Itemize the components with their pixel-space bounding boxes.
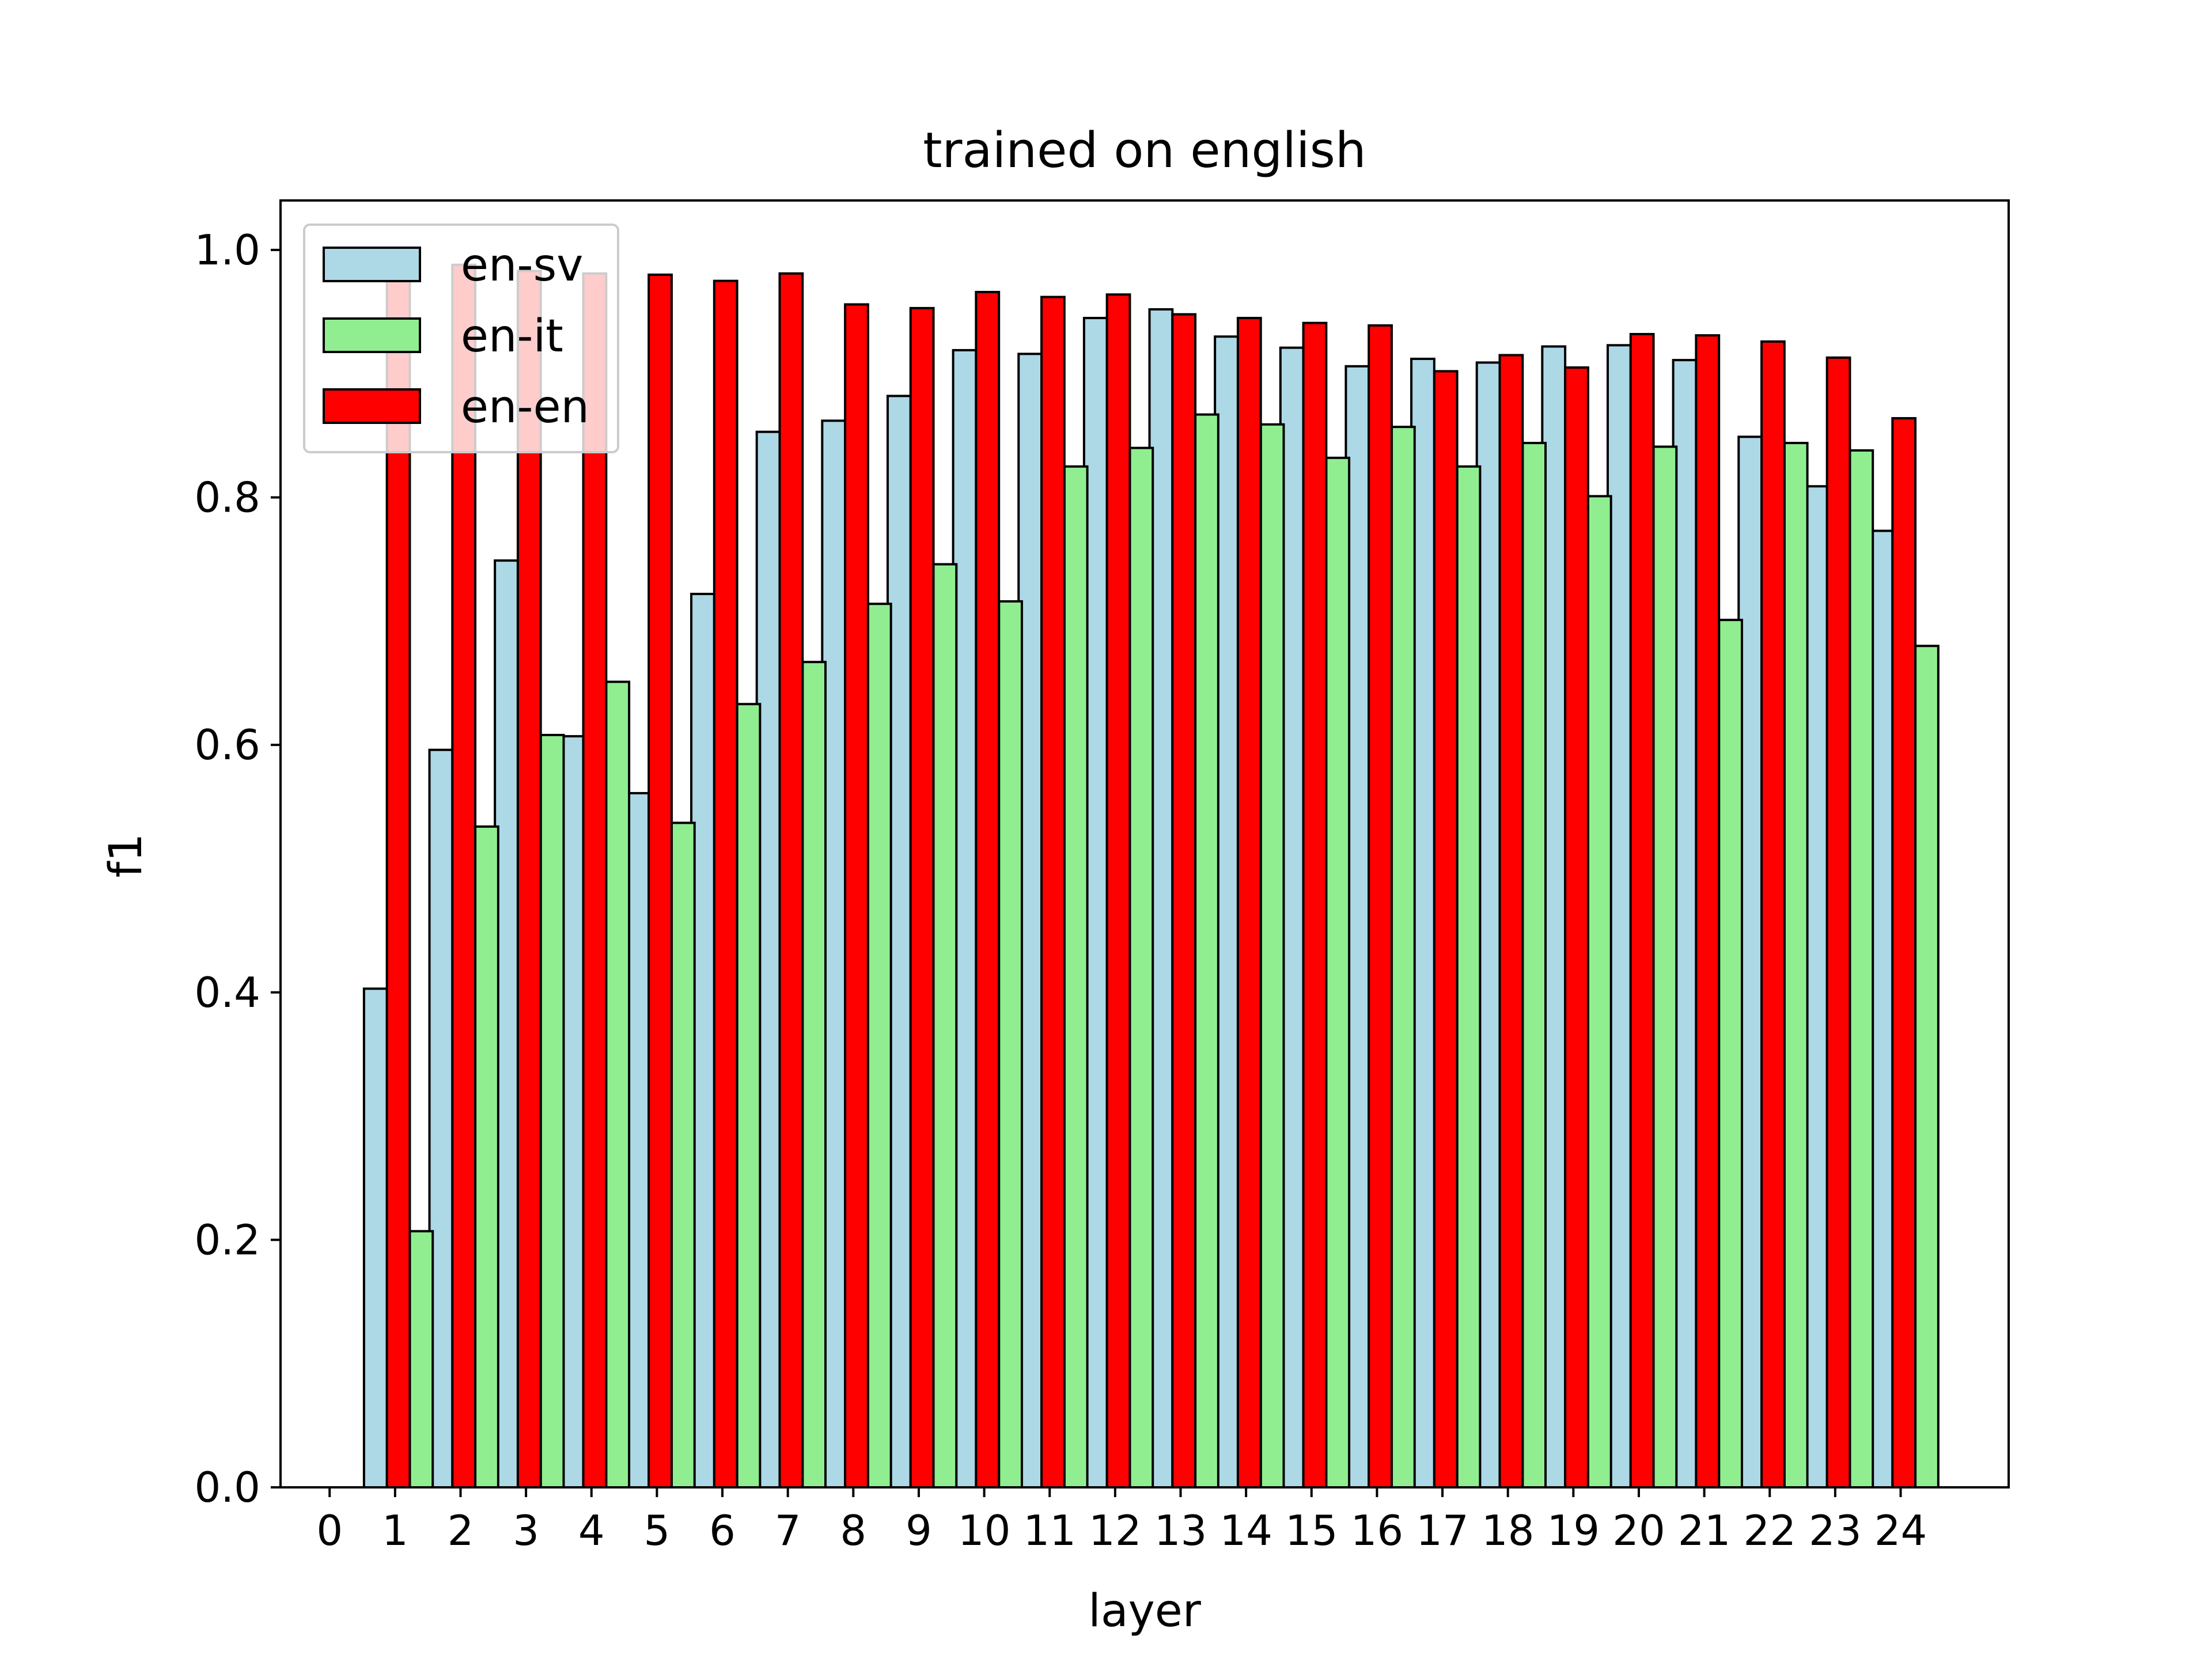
legend-label-en-sv: en-sv xyxy=(461,240,583,291)
x-tick-label: 4 xyxy=(578,1506,605,1555)
bar-en-en-13 xyxy=(1236,317,1262,1489)
bar-en-en-11 xyxy=(1105,293,1131,1488)
bar-en-en-1 xyxy=(451,263,477,1489)
x-tick-label: 8 xyxy=(840,1506,866,1555)
x-tick-label: 18 xyxy=(1482,1506,1535,1555)
bar-en-it-4 xyxy=(670,821,696,1488)
bar-en-en-16 xyxy=(1433,370,1459,1489)
x-tick-label: 7 xyxy=(775,1506,801,1555)
x-tick-label: 12 xyxy=(1089,1506,1142,1555)
plot-frame xyxy=(279,199,2010,1488)
bar-en-en-8 xyxy=(909,306,935,1488)
y-tick-label: 0.4 xyxy=(194,968,260,1017)
bar-en-en-14 xyxy=(1302,321,1328,1488)
x-tick-label: 16 xyxy=(1351,1506,1404,1555)
y-tick-label: 0.2 xyxy=(194,1215,260,1264)
bar-en-it-19 xyxy=(1652,445,1678,1488)
legend-swatch-en-en xyxy=(323,388,421,424)
x-tick-label: 20 xyxy=(1612,1506,1665,1555)
bar-en-it-1 xyxy=(474,825,499,1488)
x-tick-label: 22 xyxy=(1743,1506,1796,1555)
bar-en-en-22 xyxy=(1825,356,1851,1488)
bar-en-it-20 xyxy=(1718,619,1743,1488)
x-tick-label: 17 xyxy=(1416,1506,1469,1555)
bar-en-it-22 xyxy=(1849,449,1874,1489)
legend-swatch-en-sv xyxy=(323,247,421,282)
bar-en-it-8 xyxy=(932,563,958,1488)
chart-title: trained on english xyxy=(923,122,1366,179)
bar-en-it-3 xyxy=(605,680,631,1488)
legend-swatch-en-it xyxy=(323,317,421,353)
x-tick-label: 19 xyxy=(1547,1506,1600,1555)
y-axis-label: f1 xyxy=(100,833,152,877)
legend-label-en-en: en-en xyxy=(461,381,589,433)
bar-en-en-12 xyxy=(1171,313,1197,1488)
bar-en-it-0 xyxy=(408,1230,434,1489)
x-tick-label: 21 xyxy=(1678,1506,1731,1555)
series-en-en xyxy=(385,263,1917,1489)
y-tick-label: 0.8 xyxy=(194,474,260,522)
plot-area xyxy=(279,199,2010,1489)
bar-en-it-7 xyxy=(866,603,892,1488)
bar-en-en-3 xyxy=(582,272,608,1488)
bar-en-it-17 xyxy=(1521,442,1547,1488)
bars-layer xyxy=(362,263,1940,1489)
x-tick-label: 0 xyxy=(316,1506,343,1555)
y-axis: 0.0 0.2 0.4 0.6 0.8 1.0 xyxy=(194,226,281,1512)
bar-en-it-14 xyxy=(1325,456,1351,1488)
bar-en-en-21 xyxy=(1760,340,1786,1489)
x-tick-label: 14 xyxy=(1219,1506,1272,1555)
x-tick-label: 5 xyxy=(644,1506,671,1555)
bar-en-en-2 xyxy=(516,270,542,1488)
y-tick-label: 0.0 xyxy=(194,1463,260,1512)
x-tick-label: 6 xyxy=(709,1506,736,1555)
x-tick-label: 10 xyxy=(958,1506,1011,1555)
x-tick-label: 3 xyxy=(513,1506,539,1555)
bar-en-it-5 xyxy=(736,703,762,1488)
bar-en-it-18 xyxy=(1586,495,1612,1488)
x-tick-label: 1 xyxy=(382,1506,408,1555)
bar-en-it-9 xyxy=(998,600,1023,1488)
bar-en-en-15 xyxy=(1368,324,1393,1488)
bar-en-en-7 xyxy=(844,303,869,1488)
bar-en-it-6 xyxy=(801,661,827,1488)
bar-en-en-23 xyxy=(1891,417,1917,1488)
bar-en-it-16 xyxy=(1456,465,1482,1488)
y-tick-label: 1.0 xyxy=(194,226,260,274)
x-tick-label: 11 xyxy=(1023,1506,1076,1555)
x-tick-label: 24 xyxy=(1874,1506,1927,1555)
bar-en-en-5 xyxy=(713,279,738,1488)
x-tick-label: 9 xyxy=(906,1506,932,1555)
legend-label-en-it: en-it xyxy=(461,310,563,362)
bar-en-en-10 xyxy=(1040,296,1066,1488)
series-en-it xyxy=(408,413,1940,1489)
x-tick-label: 2 xyxy=(448,1506,474,1555)
x-tick-label: 15 xyxy=(1285,1506,1338,1555)
bar-en-it-2 xyxy=(539,733,565,1488)
bar-en-it-10 xyxy=(1063,465,1089,1488)
bar-en-it-12 xyxy=(1194,413,1219,1488)
bar-en-en-17 xyxy=(1498,354,1524,1488)
x-axis: 0 1 2 3 4 5 6 7 8 9 10 11 12 13 14 15 16 17 18 19 20 21 22 23 24 xyxy=(316,1487,1927,1555)
bar-en-it-21 xyxy=(1783,442,1809,1488)
x-tick-label: 23 xyxy=(1809,1506,1862,1555)
bar-en-en-4 xyxy=(647,273,673,1489)
bar-en-en-20 xyxy=(1695,334,1721,1488)
bar-en-en-19 xyxy=(1629,332,1655,1488)
bar-en-it-15 xyxy=(1390,426,1416,1489)
bar-en-en-9 xyxy=(975,290,1001,1488)
bar-en-en-6 xyxy=(778,272,804,1488)
bar-en-sv-0 xyxy=(362,987,388,1488)
bar-en-it-23 xyxy=(1914,645,1940,1488)
legend: en-sv en-it en-en xyxy=(303,224,619,453)
bar-en-it-13 xyxy=(1259,423,1285,1489)
bar-en-en-18 xyxy=(1564,366,1589,1488)
x-axis-label: layer xyxy=(1088,1585,1202,1637)
x-tick-label: 13 xyxy=(1154,1506,1207,1555)
y-tick-label: 0.6 xyxy=(194,721,260,769)
bar-en-it-11 xyxy=(1128,446,1154,1488)
